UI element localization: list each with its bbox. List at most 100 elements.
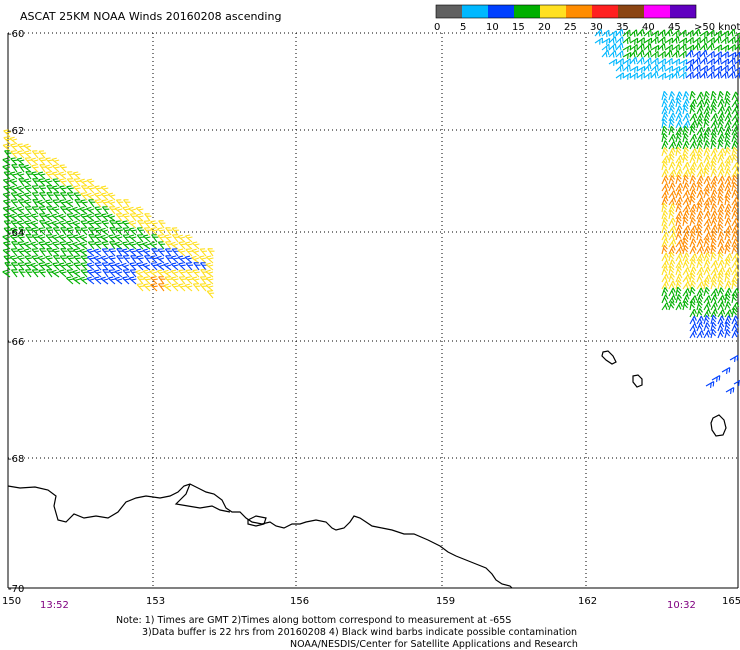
wind-barb bbox=[25, 227, 33, 236]
wind-barb bbox=[80, 227, 88, 236]
wind-barb bbox=[4, 150, 12, 159]
wind-barb bbox=[38, 185, 47, 194]
wind-barb bbox=[678, 50, 687, 59]
wind-barb bbox=[101, 262, 110, 271]
wind-barb bbox=[710, 113, 719, 122]
wind-barb bbox=[710, 132, 717, 143]
wind-barb bbox=[59, 241, 67, 250]
wind-barb bbox=[717, 188, 724, 199]
colorbar-segment bbox=[566, 5, 592, 18]
note-line-1: Note: 1) Times are GMT 2)Times along bot… bbox=[116, 615, 511, 626]
wind-barb bbox=[177, 248, 186, 257]
wind-barb bbox=[629, 56, 638, 65]
wind-barb bbox=[79, 234, 88, 243]
wind-barb bbox=[699, 36, 708, 44]
wind-barb bbox=[185, 269, 193, 278]
wind-barb bbox=[717, 238, 725, 248]
wind-barb bbox=[608, 36, 617, 44]
wind-barb bbox=[87, 241, 96, 250]
wind-barb bbox=[31, 248, 39, 257]
wind-barb bbox=[88, 199, 96, 208]
wind-barb bbox=[675, 231, 683, 241]
wind-barb bbox=[158, 220, 166, 229]
wind-barb bbox=[664, 28, 673, 37]
wind-barb bbox=[136, 283, 144, 292]
wind-barb bbox=[643, 72, 652, 80]
wind-barb bbox=[724, 182, 732, 192]
wind-barb bbox=[724, 132, 731, 143]
wind-barb bbox=[80, 262, 88, 271]
wind-barb bbox=[675, 168, 683, 178]
wind-barb bbox=[689, 133, 697, 143]
wind-barb bbox=[66, 178, 75, 187]
wind-barb bbox=[696, 322, 704, 332]
wind-barb bbox=[44, 213, 53, 222]
wind-barb bbox=[601, 29, 610, 38]
colorbar-segment bbox=[618, 5, 644, 18]
wind-barb bbox=[717, 272, 724, 283]
wind-barb bbox=[66, 192, 75, 201]
wind-barb bbox=[696, 175, 704, 185]
wind-barb bbox=[636, 49, 645, 58]
wind-barb bbox=[661, 280, 669, 290]
wind-barb bbox=[17, 150, 25, 159]
colorbar-label: 0 bbox=[434, 22, 440, 33]
wind-barb bbox=[23, 192, 32, 201]
wind-barb bbox=[703, 147, 711, 157]
wind-barb bbox=[608, 43, 617, 51]
wind-barb bbox=[717, 203, 725, 213]
wind-barb bbox=[717, 251, 724, 262]
wind-barb bbox=[713, 57, 722, 65]
wind-barb bbox=[72, 220, 81, 229]
wind-barb bbox=[727, 57, 736, 65]
wind-barb bbox=[724, 139, 731, 150]
wind-barb bbox=[23, 248, 32, 257]
wind-barb bbox=[143, 227, 152, 236]
wind-barb bbox=[74, 199, 82, 208]
wind-barb bbox=[94, 241, 102, 250]
wind-barb bbox=[720, 51, 729, 59]
wind-barb bbox=[710, 154, 718, 164]
wind-barb bbox=[717, 161, 725, 171]
island-c bbox=[710, 414, 727, 437]
wind-barb bbox=[164, 248, 173, 257]
wind-barb bbox=[727, 36, 736, 44]
wind-barb bbox=[3, 255, 11, 264]
wind-barb bbox=[685, 29, 694, 38]
wind-barb bbox=[710, 267, 719, 276]
wind-barb bbox=[696, 245, 705, 255]
wind-barb bbox=[192, 283, 201, 292]
wind-barb bbox=[724, 168, 732, 178]
wind-barb bbox=[184, 283, 193, 292]
wind-barb bbox=[94, 185, 102, 194]
wind-barb bbox=[38, 241, 46, 250]
wind-barb bbox=[205, 262, 214, 271]
wind-barb bbox=[682, 231, 690, 241]
wind-barb bbox=[100, 234, 109, 243]
wind-barb bbox=[717, 259, 725, 269]
colorbar-segment bbox=[670, 5, 696, 18]
colorbar-segment bbox=[644, 5, 670, 18]
wind-barb bbox=[664, 44, 673, 52]
colorbar-segment bbox=[514, 5, 540, 18]
wind-barb bbox=[157, 241, 166, 250]
wind-barb bbox=[710, 98, 718, 108]
wind-barb bbox=[45, 171, 53, 180]
wind-barb bbox=[689, 259, 696, 269]
wind-barb bbox=[706, 50, 715, 59]
wind-barb bbox=[696, 112, 704, 122]
wind-barb bbox=[178, 262, 186, 271]
wind-barb bbox=[72, 276, 81, 285]
wind-barb bbox=[668, 105, 675, 115]
wind-barb bbox=[689, 295, 698, 304]
wind-barb bbox=[23, 241, 32, 250]
wind-barb bbox=[717, 322, 725, 332]
wind-barb bbox=[108, 234, 116, 243]
wind-barb bbox=[192, 269, 200, 278]
wind-barb bbox=[650, 64, 659, 72]
wind-barb bbox=[37, 234, 46, 243]
wind-barb bbox=[100, 192, 109, 201]
wind-barb bbox=[668, 287, 676, 297]
wind-barb bbox=[661, 168, 669, 178]
wind-barb bbox=[143, 276, 151, 285]
